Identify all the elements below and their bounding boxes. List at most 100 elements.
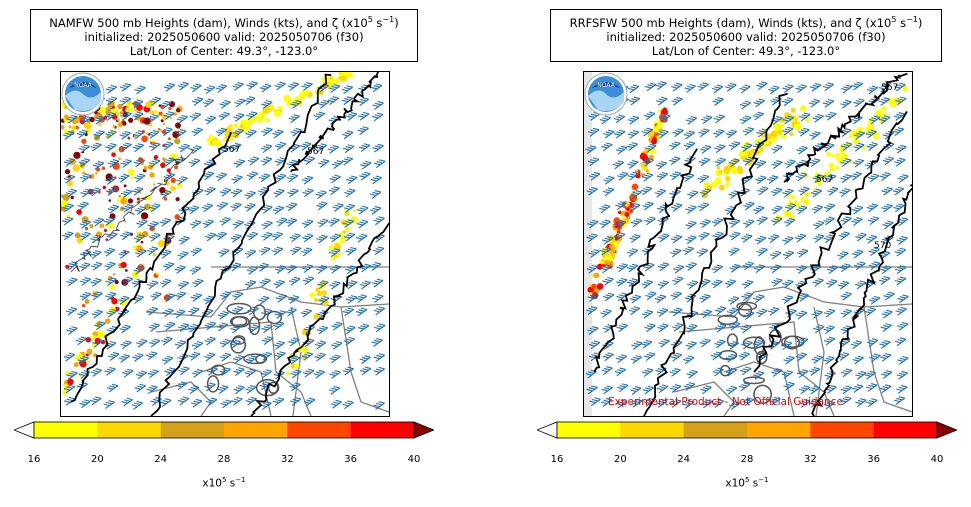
wind-barb [332,323,343,331]
wind-barb-flag [669,174,677,178]
border-line [673,381,735,416]
wind-barb-flag [105,190,113,193]
wind-barb-flag [632,387,639,391]
wind-barb-flag [854,283,862,287]
wind-barb-flag [857,399,864,403]
wind-barb-flag [94,324,101,328]
wind-barb-flag [333,217,340,221]
border-line [813,306,825,416]
wind-barb-flag [162,280,169,284]
wind-barb [65,386,76,394]
wind-barb [894,128,905,136]
wind-barb-flag [868,118,876,122]
wind-barb-flag [774,250,782,254]
wind-barb-flag [816,204,823,208]
wind-barb-flag [259,264,267,268]
wind-barb-flag [752,115,759,118]
wind-barb-flag [359,175,366,178]
wind-barb-flag [606,385,613,389]
wind-barb-flag [61,220,69,223]
colorbar-tick-label: 40 [930,454,944,465]
wind-barb-flag [852,359,859,362]
wind-barb-flag [757,177,764,180]
wind-barb-flag [782,130,789,133]
wind-barb-flag [294,397,302,400]
wind-barb-flag [166,84,173,88]
wind-barb-flag [884,172,891,175]
wind-barb-flag [295,369,302,373]
wind-barb-flag [840,177,847,181]
wind-barb-flag [730,385,738,389]
wind-barb-flag [137,111,144,115]
wind-barb-flag [149,282,156,285]
wind-barb [80,264,91,272]
wind-barb [880,116,891,125]
wind-barb-flag [167,261,175,265]
wind-barb [93,340,104,348]
wind-barb [671,400,682,408]
wind-barb [642,341,653,349]
wind-barb [345,234,356,242]
wind-barb-flag [374,280,381,283]
wind-barb-flag [662,323,669,326]
wind-barb-flag [180,237,188,241]
wind-barb [162,128,173,137]
wind-barb-flag [813,311,821,315]
wind-barb-flag [162,191,169,195]
wind-barb-flag [355,297,362,301]
wind-barb-flag [136,175,143,178]
wind-barb-flag [753,102,760,105]
wind-barb-flag [107,293,114,297]
wind-barb [853,83,863,91]
wind-barb-flag [673,236,680,240]
wind-barb-flag [758,310,765,313]
wind-barb [884,222,894,230]
wind-barb [630,307,641,316]
wind-barb-flag [817,220,825,224]
wind-barb [742,144,753,152]
wind-barb [897,386,908,394]
wind-barb-flag [725,86,732,89]
wind-barb-flag [285,268,292,271]
wind-barb [147,386,158,394]
wind-barb-flag [81,371,88,375]
wind-barb-flag [236,174,243,178]
wind-barb-flag [93,133,100,137]
wind-barb-flag [733,321,741,325]
wind-barb [870,355,881,363]
wind-barb [81,117,92,125]
wind-barb-flag [857,282,864,285]
wind-barb-flag [732,296,740,299]
wind-barb-flag [106,329,114,332]
wind-barb-flag [825,218,833,221]
wind-barb [885,293,895,301]
wind-barb-flag [599,119,606,122]
wind-barb-flag [178,383,185,386]
wind-barb-flag [813,190,820,193]
wind-barb-flag [788,217,796,221]
wind-barb-flag [81,264,88,267]
wind-barb-flag [328,189,335,193]
wind-barb [644,264,655,272]
wind-barb-flag [782,87,789,91]
wind-barb [810,100,821,108]
wind-barb-flag [728,144,736,148]
wind-barb-flag [701,402,708,406]
wind-barb-flag [761,308,768,312]
wind-barb-flag [729,309,736,312]
wind-barb [785,219,796,227]
wind-barb-flag [207,234,214,237]
wind-barb [79,203,89,211]
wind-barb-flag [193,307,200,310]
wind-barb-flag [95,368,102,371]
wind-barb-flag [188,161,196,165]
wind-barb-flag [840,328,847,332]
wind-barb [93,311,103,319]
wind-barb [274,207,285,215]
wind-barb-flag [78,338,85,341]
wind-barb-flag [84,219,91,223]
wind-barb-flag [785,341,792,344]
wind-barb [347,281,358,290]
wind-barb [276,175,287,183]
wind-barb [217,173,228,182]
